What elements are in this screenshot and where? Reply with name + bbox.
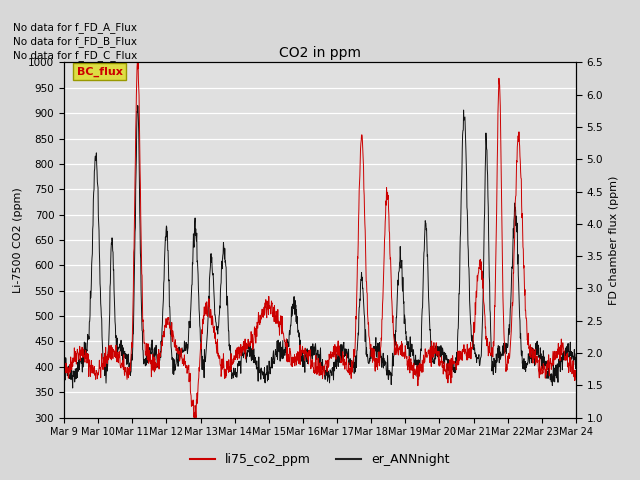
Legend: li75_co2_ppm, er_ANNnight: li75_co2_ppm, er_ANNnight <box>186 448 454 471</box>
Title: CO2 in ppm: CO2 in ppm <box>279 46 361 60</box>
Y-axis label: FD chamber flux (ppm): FD chamber flux (ppm) <box>609 175 619 305</box>
Text: No data for f_FD_C_Flux: No data for f_FD_C_Flux <box>13 50 137 61</box>
Text: No data for f_FD_A_Flux: No data for f_FD_A_Flux <box>13 22 137 33</box>
Text: No data for f_FD_B_Flux: No data for f_FD_B_Flux <box>13 36 137 47</box>
Text: BC_flux: BC_flux <box>77 66 123 77</box>
Y-axis label: Li-7500 CO2 (ppm): Li-7500 CO2 (ppm) <box>13 187 22 293</box>
